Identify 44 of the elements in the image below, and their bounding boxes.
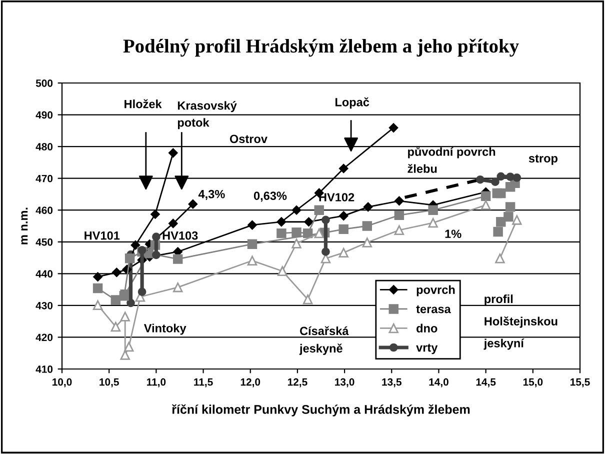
y-axis-title: m n.m. (21, 208, 28, 244)
y-tick-label: 430 (36, 302, 53, 310)
x-tick-label: 10,0 (52, 378, 72, 388)
annotation: HV103 (162, 231, 198, 240)
annotation: 1% (445, 230, 462, 238)
annotation: Vintoky (144, 324, 186, 335)
annotation: původní povrch žlebu (408, 146, 496, 173)
x-tick-label: 12,0 (240, 378, 260, 388)
legend-label: dno (416, 324, 438, 332)
x-tick-label: 11,0 (146, 378, 166, 388)
y-tick-label: 470 (36, 174, 53, 182)
x-axis-title: říční kilometr Punkvy Suchým a Hrádským žlebem (172, 404, 470, 416)
annotation: 0,63% (254, 192, 287, 202)
x-tick-label: 14,5 (476, 378, 496, 388)
y-tick-label: 480 (36, 143, 53, 150)
annotation: strop (528, 154, 558, 165)
y-tick-label: 460 (36, 206, 53, 214)
annotation: Ostrov (230, 134, 268, 144)
legend-label: povrch (416, 285, 455, 296)
annotation: Krasovský potok (178, 100, 237, 130)
annotation: 4,3% (198, 190, 225, 200)
y-tick-label: 410 (36, 366, 53, 373)
annotation: Hložek (124, 99, 162, 108)
legend-label: terasa (416, 305, 451, 314)
annotation: Lopač (335, 97, 370, 109)
legend-label: vrty (416, 344, 438, 354)
x-tick-label: 11,5 (194, 378, 213, 388)
y-tick-label: 440 (36, 270, 53, 278)
y-tick-label: 500 (36, 80, 53, 87)
x-tick-label: 13,5 (382, 378, 402, 388)
y-tick-label: 450 (36, 238, 53, 246)
x-tick-label: 12,5 (288, 378, 308, 388)
x-tick-label: 13,0 (335, 378, 354, 388)
annotation: profil Holštejnskou jeskyní (484, 294, 558, 350)
chart-title: Podélný profil Hrádským žlebem a jeho přítoky (123, 38, 519, 57)
annotation: HV101 (84, 231, 120, 240)
x-tick-label: 15,0 (523, 378, 543, 388)
x-tick-label: 15,5 (570, 378, 590, 388)
y-tick-label: 420 (36, 334, 53, 342)
annotation: HV102 (319, 193, 354, 202)
x-tick-label: 14,0 (429, 378, 448, 388)
x-tick-label: 10,5 (100, 378, 119, 388)
y-tick-label: 490 (36, 111, 53, 119)
annotation: Císařská jeskyně (299, 326, 349, 355)
